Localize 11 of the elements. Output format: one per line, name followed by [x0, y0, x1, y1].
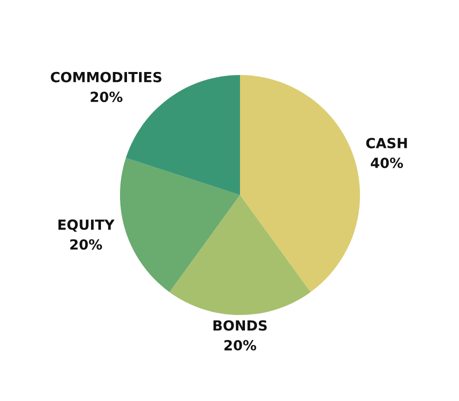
data-label: 20% [70, 239, 102, 250]
data-label: 20% [90, 92, 122, 102]
pie-slice [120, 158, 240, 292]
pie-slice [169, 195, 311, 315]
slice-label: CASH [366, 138, 407, 148]
data-label: 40% [370, 158, 404, 168]
pie-slice [240, 75, 360, 292]
slice-label: EQUITY [58, 219, 115, 232]
data-label: 20% [224, 340, 256, 351]
slice-label: BONDS [214, 320, 267, 331]
slice-label: COMMODITIES [50, 72, 162, 82]
